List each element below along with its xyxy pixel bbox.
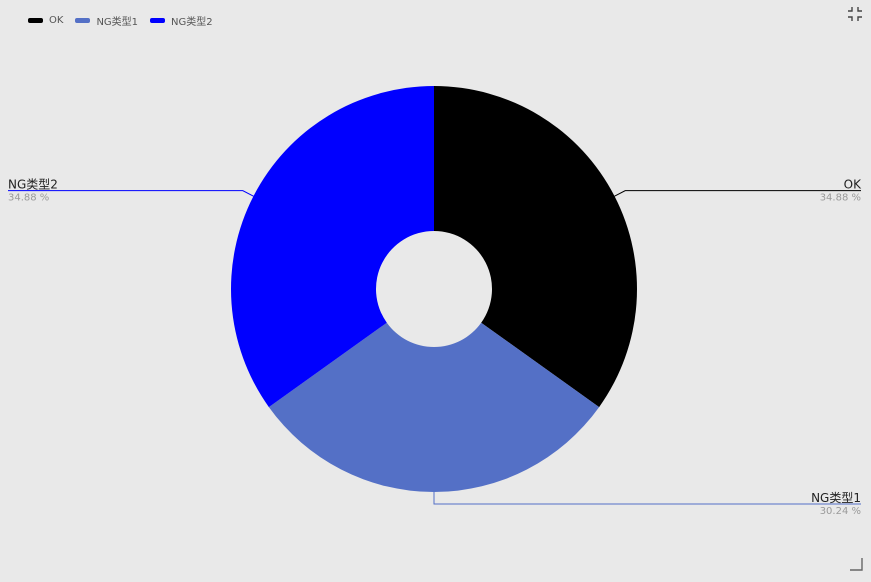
slice-ok[interactable] xyxy=(434,86,637,408)
slice-percent-ng1: 30.24 % xyxy=(820,506,861,517)
leader-line-ng2 xyxy=(8,190,254,197)
legend-item-ok[interactable]: OK xyxy=(28,15,63,26)
slice-label-ok: OK xyxy=(844,178,862,192)
slice-percent-ok: 34.88 % xyxy=(820,193,861,204)
legend-swatch-ok xyxy=(28,18,43,23)
legend-item-ng2[interactable]: NG类型2 xyxy=(150,13,213,28)
legend-label-ok: OK xyxy=(49,15,64,26)
legend-item-ng1[interactable]: NG类型1 xyxy=(75,13,138,28)
legend-label-ng2: NG类型2 xyxy=(171,17,213,28)
legend-swatch-ng1 xyxy=(75,18,91,23)
chart-legend: OK NG类型1 NG类型2 xyxy=(28,13,213,28)
leader-line-ok xyxy=(614,190,861,197)
slice-label-ng2: NG类型2 xyxy=(8,178,58,192)
collapse-icon[interactable] xyxy=(847,6,863,22)
slice-percent-ng2: 34.88 % xyxy=(8,193,49,204)
legend-swatch-ng2 xyxy=(150,18,166,23)
slice-ng2[interactable] xyxy=(230,85,434,408)
resize-handle-icon[interactable] xyxy=(849,557,863,571)
leader-line-ng1 xyxy=(433,492,861,505)
slice-ng1[interactable] xyxy=(268,322,600,492)
legend-label-ng1: NG类型1 xyxy=(96,17,139,28)
slice-label-ng1: NG类型1 xyxy=(811,491,861,505)
